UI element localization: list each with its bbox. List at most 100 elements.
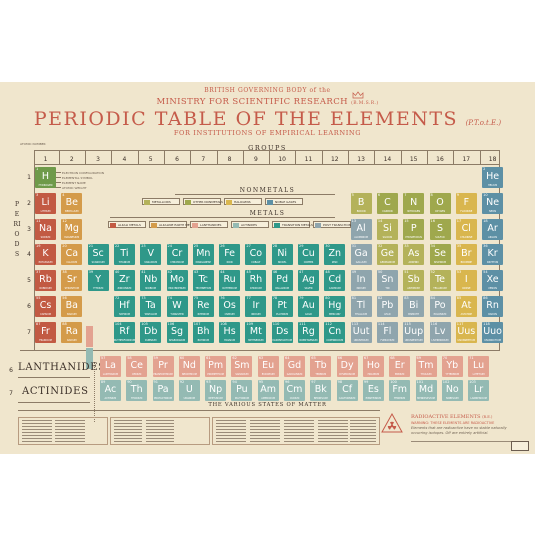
- element-ti[interactable]: 22 Ti TITANIUM: [113, 244, 135, 266]
- element-na[interactable]: 11 Na SODIUM: [35, 218, 56, 240]
- element-tm[interactable]: 69 Tm THULIUM: [415, 356, 437, 377]
- element-ni[interactable]: 28 Ni NICKEL: [271, 244, 293, 266]
- element-o[interactable]: 8 O OXYGEN: [429, 192, 451, 214]
- element-ar[interactable]: 18 Ar ARGON: [482, 218, 504, 240]
- element-mg[interactable]: 12 Mg MAGNESIUM: [61, 218, 83, 240]
- element-uus[interactable]: 117 Uus UNUNSEPTIUM: [455, 321, 477, 343]
- element-fe[interactable]: 26 Fe IRON: [219, 244, 241, 266]
- element-kr[interactable]: 36 Kr KRYPTON: [482, 244, 504, 266]
- element-sg[interactable]: 106 Sg SEABORGIUM: [166, 321, 188, 343]
- element-cu[interactable]: 29 Cu COPPER: [298, 244, 319, 266]
- element-re[interactable]: 75 Re RHENIUM: [192, 296, 214, 317]
- element-f[interactable]: 9 F FLUORINE: [455, 192, 477, 214]
- element-bh[interactable]: 107 Bh BOHRIUM: [192, 321, 214, 343]
- element-sn[interactable]: 50 Sn TIN: [376, 270, 398, 292]
- element-cm[interactable]: 96 Cm CURIUM: [284, 380, 305, 401]
- element-he[interactable]: 2 He HELIUM: [482, 167, 504, 188]
- element-be[interactable]: 4 Be BERYLLIUM: [61, 192, 83, 214]
- element-lr[interactable]: 103 Lr LAWRENCIUM: [468, 380, 490, 401]
- element-ge[interactable]: 32 Ge GERMANIUM: [376, 244, 398, 266]
- element-hs[interactable]: 108 Hs HASSIUM: [219, 321, 241, 343]
- element-n[interactable]: 7 N NITROGEN: [403, 192, 425, 214]
- element-cf[interactable]: 98 Cf CALIFORNIUM: [336, 380, 358, 401]
- element-cs[interactable]: 55 Cs CAESIUM: [35, 296, 56, 317]
- element-am[interactable]: 95 Am AMERICIUM: [257, 380, 279, 401]
- element-cl[interactable]: 17 Cl CHLORINE: [455, 218, 477, 240]
- element-db[interactable]: 105 Db DUBNIUM: [140, 321, 162, 343]
- element-bi[interactable]: 83 Bi BISMUTH: [403, 296, 425, 317]
- element-in[interactable]: 49 In INDIUM: [350, 270, 372, 292]
- element-at[interactable]: 85 At ASTATINE: [455, 296, 477, 317]
- element-ga[interactable]: 31 Ga GALLIUM: [350, 244, 372, 266]
- element-nd[interactable]: 60 Nd NEODYMIUM: [178, 356, 200, 377]
- element-rn[interactable]: 86 Rn RADON: [482, 296, 504, 317]
- element-fl[interactable]: 114 Fl FLEROVIUM: [376, 321, 398, 343]
- element-lu[interactable]: 71 Lu LUTETIUM: [468, 356, 490, 377]
- element-ne[interactable]: 10 Ne NEON: [482, 192, 504, 214]
- element-eu[interactable]: 63 Eu EUROPIUM: [257, 356, 279, 377]
- element-lv[interactable]: 116 Lv LIVERMORIUM: [429, 321, 451, 343]
- element-fm[interactable]: 100 Fm FERMIUM: [389, 380, 411, 401]
- element-bk[interactable]: 97 Bk BERKELIUM: [310, 380, 332, 401]
- element-ra[interactable]: 88 Ra RADIUM: [61, 321, 83, 343]
- element-md[interactable]: 101 Md MENDELEVIUM: [415, 380, 437, 401]
- element-si[interactable]: 14 Si SILICON: [376, 218, 398, 240]
- element-te[interactable]: 52 Te TELLURIUM: [429, 270, 451, 292]
- element-ce[interactable]: 58 Ce CERIUM: [126, 356, 148, 377]
- element-tl[interactable]: 81 Tl THALLIUM: [350, 296, 372, 317]
- element-h[interactable]: 1 H HYDROGEN: [35, 167, 56, 188]
- element-ru[interactable]: 44 Ru RUTHENIUM: [219, 270, 241, 292]
- element-pm[interactable]: 61 Pm PROMETHIUM: [205, 356, 227, 377]
- element-rg[interactable]: 111 Rg ROENTGENIUM: [298, 321, 319, 343]
- element-ac[interactable]: 89 Ac ACTINIUM: [99, 380, 121, 401]
- element-i[interactable]: 53 I IODINE: [455, 270, 477, 292]
- element-hf[interactable]: 72 Hf HAFNIUM: [113, 296, 135, 317]
- element-pb[interactable]: 82 Pb LEAD: [376, 296, 398, 317]
- element-as[interactable]: 33 As ARSENIC: [403, 244, 425, 266]
- element-ir[interactable]: 77 Ir IRIDIUM: [245, 296, 267, 317]
- element-se[interactable]: 34 Se SELENIUM: [429, 244, 451, 266]
- element-ta[interactable]: 73 Ta TANTALUM: [140, 296, 162, 317]
- element-pr[interactable]: 59 Pr PRASEODYMIUM: [152, 356, 174, 377]
- element-uup[interactable]: 115 Uup UNUNPENTIUM: [403, 321, 425, 343]
- element-rb[interactable]: 37 Rb RUBIDIUM: [35, 270, 56, 292]
- element-la[interactable]: 57 La LANTHANUM: [99, 356, 121, 377]
- element-cn[interactable]: 112 Cn COPERNICIUM: [324, 321, 346, 343]
- element-s[interactable]: 16 S SULFUR: [429, 218, 451, 240]
- element-pu[interactable]: 94 Pu PLUTONIUM: [231, 380, 253, 401]
- element-ds[interactable]: 110 Ds DARMSTADTIUM: [271, 321, 293, 343]
- element-c[interactable]: 6 C CARBON: [376, 192, 398, 214]
- element-y[interactable]: 39 Y YTTRIUM: [87, 270, 109, 292]
- element-ho[interactable]: 67 Ho HOLMIUM: [362, 356, 384, 377]
- element-tb[interactable]: 65 Tb TERBIUM: [310, 356, 332, 377]
- element-no[interactable]: 102 No NOBELIUM: [441, 380, 463, 401]
- element-br[interactable]: 35 Br BROMINE: [455, 244, 477, 266]
- element-au[interactable]: 79 Au GOLD: [298, 296, 319, 317]
- element-po[interactable]: 84 Po POLONIUM: [429, 296, 451, 317]
- element-uuo[interactable]: 118 Uuo UNUNOCTIUM: [482, 321, 504, 343]
- element-u[interactable]: 92 U URANIUM: [178, 380, 200, 401]
- element-w[interactable]: 74 W TUNGSTEN: [166, 296, 188, 317]
- element-ag[interactable]: 47 Ag SILVER: [298, 270, 319, 292]
- element-rf[interactable]: 104 Rf RUTHERFORDIUM: [113, 321, 135, 343]
- element-sc[interactable]: 21 Sc SCANDIUM: [87, 244, 109, 266]
- element-sr[interactable]: 38 Sr STRONTIUM: [61, 270, 83, 292]
- element-fr[interactable]: 87 Fr FRANCIUM: [35, 321, 56, 343]
- element-cd[interactable]: 48 Cd CADMIUM: [324, 270, 346, 292]
- element-pt[interactable]: 78 Pt PLATINUM: [271, 296, 293, 317]
- element-dy[interactable]: 66 Dy DYSPROSIUM: [336, 356, 358, 377]
- element-al[interactable]: 13 Al ALUMINIUM: [350, 218, 372, 240]
- element-rh[interactable]: 45 Rh RHODIUM: [245, 270, 267, 292]
- element-hg[interactable]: 80 Hg MERCURY: [324, 296, 346, 317]
- element-k[interactable]: 19 K POTASSIUM: [35, 244, 56, 266]
- element-pd[interactable]: 46 Pd PALLADIUM: [271, 270, 293, 292]
- element-es[interactable]: 99 Es EINSTEINIUM: [362, 380, 384, 401]
- element-np[interactable]: 93 Np NEPTUNIUM: [205, 380, 227, 401]
- element-cr[interactable]: 24 Cr CHROMIUM: [166, 244, 188, 266]
- element-ca[interactable]: 20 Ca CALCIUM: [61, 244, 83, 266]
- element-yb[interactable]: 70 Yb YTTERBIUM: [441, 356, 463, 377]
- element-tc[interactable]: 43 Tc TECHNETIUM: [192, 270, 214, 292]
- element-uut[interactable]: 113 Uut UNUNTRIUM: [350, 321, 372, 343]
- element-sb[interactable]: 51 Sb ANTIMONY: [403, 270, 425, 292]
- element-pa[interactable]: 91 Pa PROTACTINIUM: [152, 380, 174, 401]
